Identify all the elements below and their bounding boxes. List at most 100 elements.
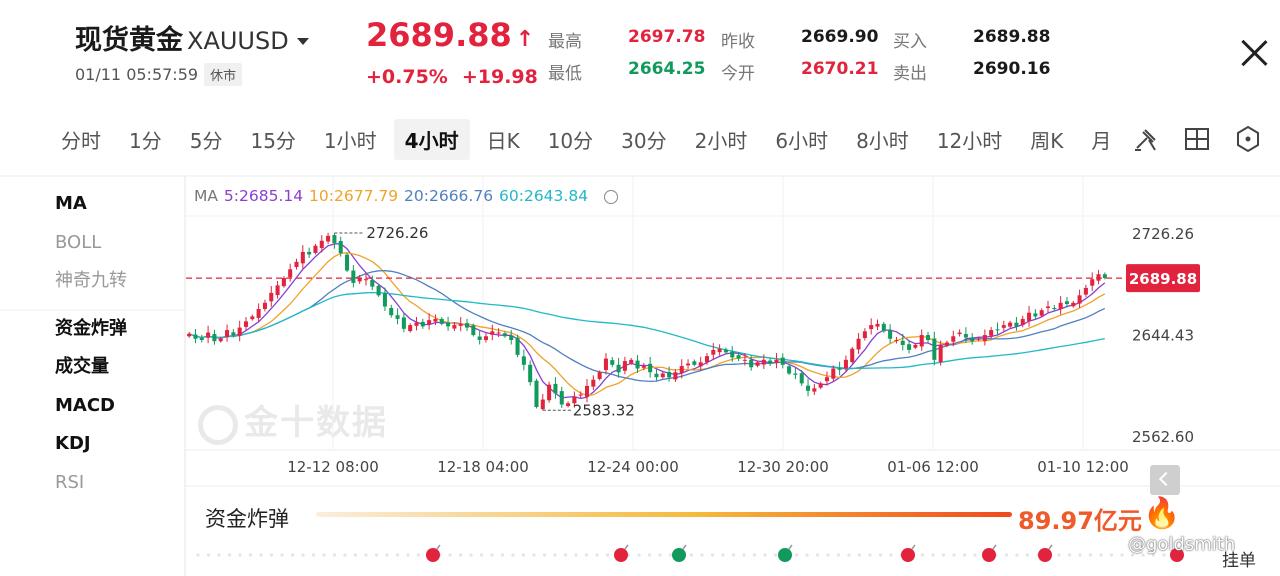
tab-period[interactable]: 2小时: [694, 128, 748, 153]
candle-body: [307, 251, 312, 255]
candle-body: [414, 322, 419, 326]
candle-body: [629, 359, 634, 364]
candle-body: [944, 342, 949, 346]
candle-body: [610, 360, 615, 365]
bomb-track-dot: [1151, 553, 1156, 557]
bomb-track-dot: [637, 553, 641, 557]
change-row: +0.75% +19.98: [366, 66, 552, 88]
tab-period[interactable]: 分时: [61, 128, 101, 153]
tab-period[interactable]: 日K: [486, 128, 520, 153]
jin10-logo-watermark: 金十数据: [198, 395, 388, 445]
tab-period[interactable]: 1小时: [323, 128, 377, 153]
tab-period[interactable]: 8小时: [856, 128, 909, 153]
instrument-selector[interactable]: 现货黄金 XAUUSD: [75, 18, 309, 57]
candle-body: [357, 277, 362, 282]
stat-label-high: 最高: [548, 32, 582, 52]
ma-settings-icon[interactable]: [604, 189, 618, 204]
ma20-line: [188, 270, 1106, 383]
candle-body: [376, 285, 381, 296]
collapse-arrow-icon[interactable]: [1150, 465, 1180, 495]
candle-body: [458, 323, 463, 326]
pending-orders-button[interactable]: 挂单: [1222, 551, 1256, 571]
tab-period[interactable]: 月: [1091, 128, 1112, 153]
x-axis-label: 12-18 04:00: [437, 458, 529, 476]
indicator-rsi[interactable]: RSI: [55, 471, 85, 493]
ma10-value: 10:2677.79: [309, 187, 399, 205]
bomb-track-dot: [542, 553, 547, 557]
candle-body: [881, 323, 886, 332]
x-axis-label: 12-12 08:00: [287, 458, 379, 476]
candle-body: [995, 329, 1000, 331]
ma60-value: 60:2643.84: [499, 187, 589, 205]
tab-period[interactable]: 15分: [250, 128, 296, 153]
settings-hexagon-icon[interactable]: [1233, 124, 1263, 154]
bomb-marker: [901, 548, 915, 562]
candle-body: [932, 338, 937, 360]
tab-period[interactable]: 10分: [547, 128, 594, 153]
bomb-track-dot: [458, 553, 463, 557]
candle-body: [262, 302, 267, 309]
candle-body: [894, 339, 899, 341]
indicator-fund-bomb[interactable]: 资金炸弹: [55, 317, 127, 339]
candle-body: [1001, 325, 1006, 328]
tab-period[interactable]: 30分: [621, 128, 667, 153]
bomb-track-dot: [1099, 553, 1103, 557]
candle-body: [742, 359, 747, 361]
tab-period[interactable]: 周K: [1030, 128, 1064, 153]
bomb-marker: [426, 548, 440, 562]
bomb-track-dot: [647, 553, 652, 557]
indicator-ma[interactable]: MA: [55, 193, 87, 214]
indicator-macd[interactable]: MACD: [55, 394, 115, 416]
bomb-track-dot: [238, 553, 242, 557]
tab-period[interactable]: 6小时: [775, 128, 829, 153]
candle-body: [730, 351, 735, 358]
bomb-track-dot: [1130, 553, 1135, 557]
ma-legend: MA 5:2685.14 10:2677.79 20:2666.76 60:26…: [194, 187, 619, 205]
candle-body: [925, 335, 931, 340]
candle-body: [547, 384, 552, 401]
tab-period[interactable]: 5分: [189, 128, 223, 153]
candle-body: [1102, 274, 1107, 278]
stat-value-low: 2664.25: [628, 59, 706, 79]
candle-body: [1071, 302, 1076, 307]
candle-body: [395, 315, 400, 319]
tab-period[interactable]: 12小时: [936, 128, 1003, 153]
candle-body: [989, 330, 994, 336]
indicator-volume[interactable]: 成交量: [55, 356, 109, 377]
bomb-marker: [1038, 548, 1052, 562]
bomb-track-dot: [794, 553, 799, 557]
x-axis-label: 12-24 00:00: [587, 458, 679, 476]
indicator-kdj[interactable]: KDJ: [55, 433, 91, 454]
tab-period[interactable]: 4小时: [393, 118, 470, 160]
bomb-track-dot: [889, 553, 893, 557]
bomb-fuse: [992, 544, 997, 550]
candle-body: [831, 368, 836, 379]
bomb-fuse: [682, 544, 687, 550]
draw-tool-icon[interactable]: [1131, 124, 1161, 154]
fire-bomb-icon: 🔥: [1143, 496, 1181, 531]
stat-value-prev-close: 2669.90: [801, 27, 879, 47]
market-status-badge: 休市: [204, 63, 243, 86]
x-axis-label: 12-30 20:00: [737, 458, 829, 476]
candle-body: [401, 317, 406, 329]
candle-body: [250, 316, 255, 320]
indicator-nine-turn[interactable]: 神奇九转: [55, 270, 127, 291]
bomb-track-dot: [731, 553, 736, 557]
candle-body: [483, 336, 488, 340]
layout-grid-icon[interactable]: [1182, 124, 1212, 154]
bomb-track-dot: [1162, 553, 1166, 557]
candle-body: [584, 385, 590, 397]
candle-body: [957, 332, 962, 335]
x-axis-label: 01-06 12:00: [887, 458, 979, 476]
weibo-watermark: @goldsmith: [1128, 534, 1236, 555]
bomb-track-dot: [752, 553, 757, 557]
tab-period[interactable]: 1分: [129, 128, 162, 153]
indicator-boll[interactable]: BOLL: [55, 231, 102, 253]
candle-body: [963, 334, 968, 338]
candle-body: [1058, 302, 1063, 309]
candle-body: [761, 359, 766, 365]
high-marker-label: 2726.26: [366, 224, 428, 242]
bomb-track-dot: [479, 553, 484, 557]
candle-body: [1039, 310, 1044, 316]
